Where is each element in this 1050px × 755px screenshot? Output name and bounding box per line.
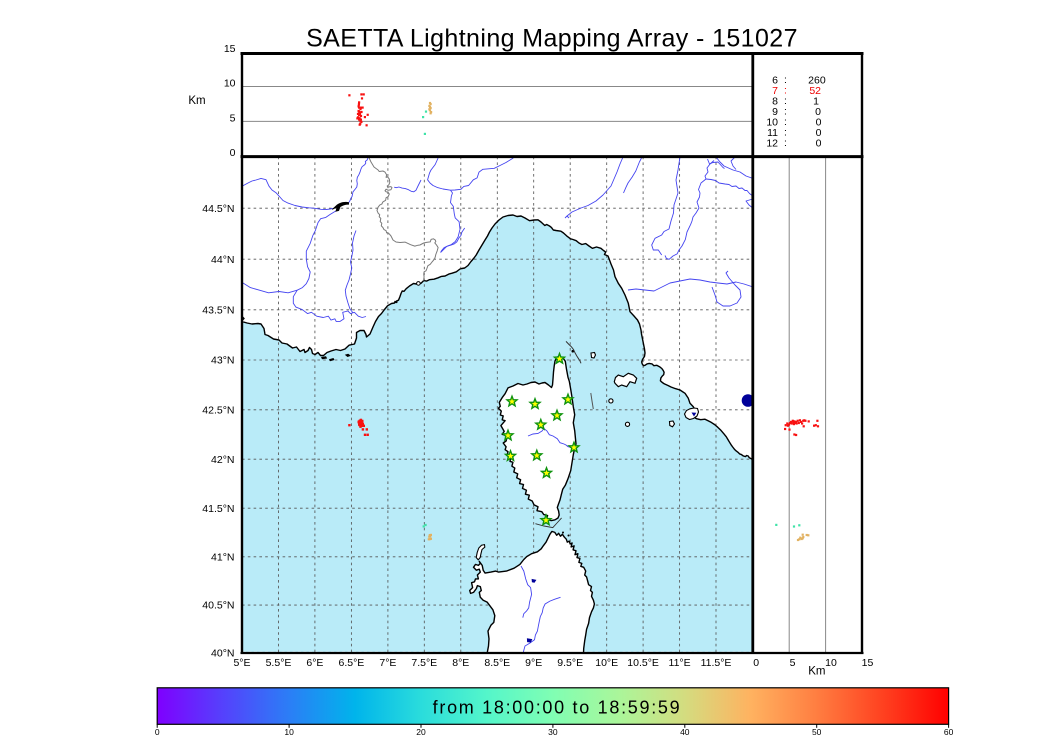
svg-text::: : bbox=[784, 116, 787, 128]
svg-text:10: 10 bbox=[766, 117, 778, 129]
svg-text:40°N: 40°N bbox=[211, 648, 234, 660]
svg-text:from 18:00:00 to 18:59:59: from 18:00:00 to 18:59:59 bbox=[433, 698, 682, 718]
svg-text:41.5°N: 41.5°N bbox=[202, 503, 234, 515]
svg-text:0: 0 bbox=[815, 106, 821, 118]
svg-text:41°N: 41°N bbox=[211, 551, 234, 563]
svg-text:44.5°N: 44.5°N bbox=[202, 203, 234, 215]
svg-text:60: 60 bbox=[944, 727, 954, 737]
svg-text:8°E: 8°E bbox=[452, 657, 469, 669]
svg-text:42°N: 42°N bbox=[211, 454, 234, 466]
svg-text:10.5°E: 10.5°E bbox=[627, 657, 659, 669]
svg-text::: : bbox=[784, 95, 787, 107]
svg-text:10: 10 bbox=[224, 78, 236, 90]
svg-text:8.5°E: 8.5°E bbox=[484, 657, 510, 669]
svg-text:7: 7 bbox=[772, 85, 778, 97]
svg-text:0: 0 bbox=[155, 727, 160, 737]
svg-text::: : bbox=[784, 137, 787, 149]
svg-text:10: 10 bbox=[825, 657, 837, 669]
svg-text:9°E: 9°E bbox=[525, 657, 542, 669]
svg-text:10°E: 10°E bbox=[595, 657, 618, 669]
svg-text:40.5°N: 40.5°N bbox=[202, 600, 234, 612]
svg-text:260: 260 bbox=[808, 75, 826, 87]
svg-text:9: 9 bbox=[772, 106, 778, 118]
svg-text:6.5°E: 6.5°E bbox=[338, 657, 364, 669]
svg-text:6: 6 bbox=[772, 75, 778, 87]
svg-text:44°N: 44°N bbox=[211, 254, 234, 266]
svg-text:43°N: 43°N bbox=[211, 355, 234, 367]
svg-text:6°E: 6°E bbox=[306, 657, 323, 669]
svg-text:11: 11 bbox=[767, 127, 778, 139]
svg-text:20: 20 bbox=[416, 727, 426, 737]
svg-text:42.5°N: 42.5°N bbox=[202, 404, 234, 416]
svg-text:1: 1 bbox=[813, 96, 819, 108]
svg-text::: : bbox=[784, 126, 787, 138]
svg-text:43.5°N: 43.5°N bbox=[202, 304, 234, 316]
svg-text:10: 10 bbox=[284, 727, 294, 737]
svg-text:0: 0 bbox=[230, 147, 236, 159]
svg-text:11°E: 11°E bbox=[669, 657, 691, 669]
svg-text:30: 30 bbox=[548, 727, 558, 737]
svg-text:8: 8 bbox=[772, 96, 778, 108]
svg-text:9.5°E: 9.5°E bbox=[557, 657, 583, 669]
svg-text:0: 0 bbox=[816, 127, 822, 139]
svg-text:15: 15 bbox=[224, 43, 236, 55]
svg-text::: : bbox=[784, 85, 787, 97]
svg-text:0: 0 bbox=[816, 137, 822, 149]
svg-text:Km: Km bbox=[188, 95, 205, 107]
svg-text::: : bbox=[784, 74, 787, 86]
svg-text::: : bbox=[784, 106, 787, 118]
svg-text:50: 50 bbox=[812, 727, 822, 737]
svg-text:12: 12 bbox=[766, 137, 778, 149]
svg-text:11.5°E: 11.5°E bbox=[701, 657, 732, 669]
svg-text:0: 0 bbox=[753, 657, 759, 669]
svg-text:5: 5 bbox=[230, 113, 236, 125]
svg-text:7°E: 7°E bbox=[379, 657, 396, 669]
svg-text:15: 15 bbox=[862, 657, 874, 669]
svg-text:0: 0 bbox=[816, 117, 822, 129]
svg-text:Km: Km bbox=[808, 666, 825, 678]
svg-text:5.5°E: 5.5°E bbox=[266, 657, 292, 669]
svg-text:5: 5 bbox=[790, 657, 796, 669]
svg-text:5°E: 5°E bbox=[233, 657, 250, 669]
svg-text:SAETTA Lightning Mapping Array: SAETTA Lightning Mapping Array - 151027 bbox=[306, 25, 798, 53]
svg-text:40: 40 bbox=[680, 727, 690, 737]
svg-text:7.5°E: 7.5°E bbox=[411, 657, 437, 669]
svg-text:52: 52 bbox=[809, 85, 821, 97]
